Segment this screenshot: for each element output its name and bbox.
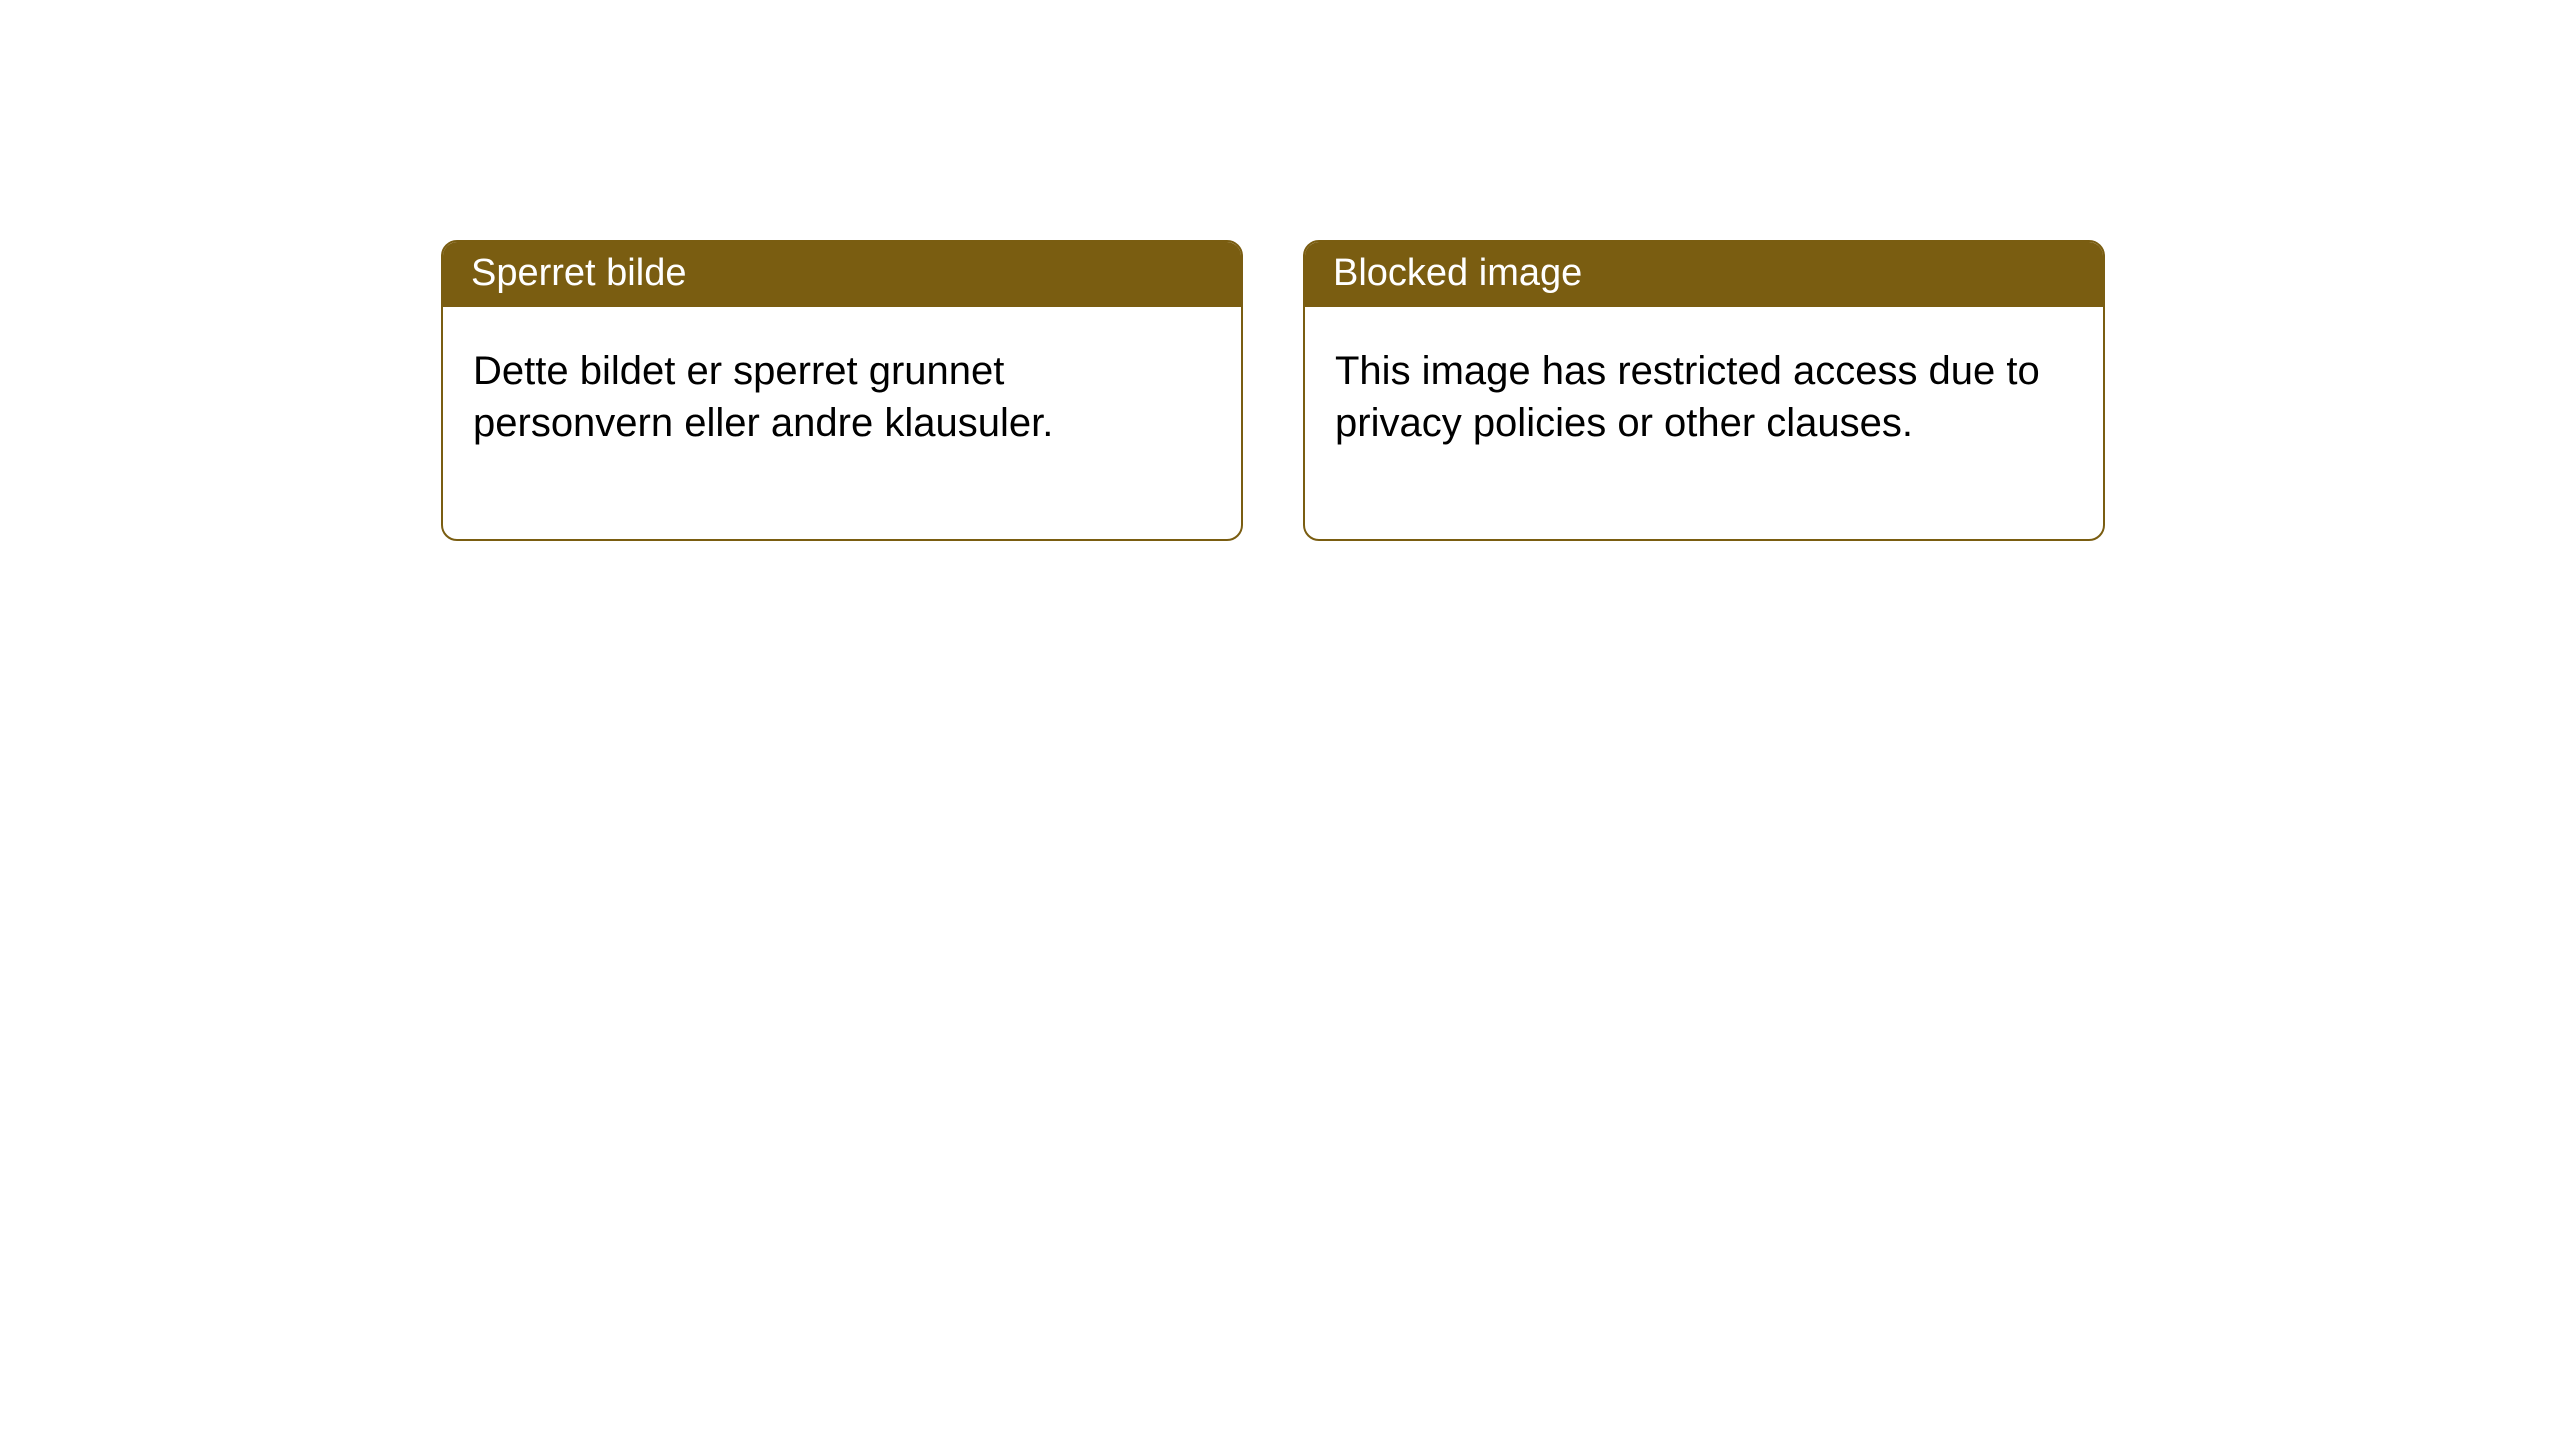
notice-title: Blocked image [1333,252,1582,294]
notice-card-english: Blocked image This image has restricted … [1303,240,2105,541]
notice-card-body: This image has restricted access due to … [1305,307,2103,539]
notice-card-header: Sperret bilde [443,242,1241,307]
notice-body-text: This image has restricted access due to … [1335,349,2040,445]
notice-cards-container: Sperret bilde Dette bildet er sperret gr… [441,240,2105,541]
notice-card-norwegian: Sperret bilde Dette bildet er sperret gr… [441,240,1243,541]
notice-title: Sperret bilde [471,252,686,294]
notice-body-text: Dette bildet er sperret grunnet personve… [473,349,1053,445]
notice-card-header: Blocked image [1305,242,2103,307]
notice-card-body: Dette bildet er sperret grunnet personve… [443,307,1241,539]
